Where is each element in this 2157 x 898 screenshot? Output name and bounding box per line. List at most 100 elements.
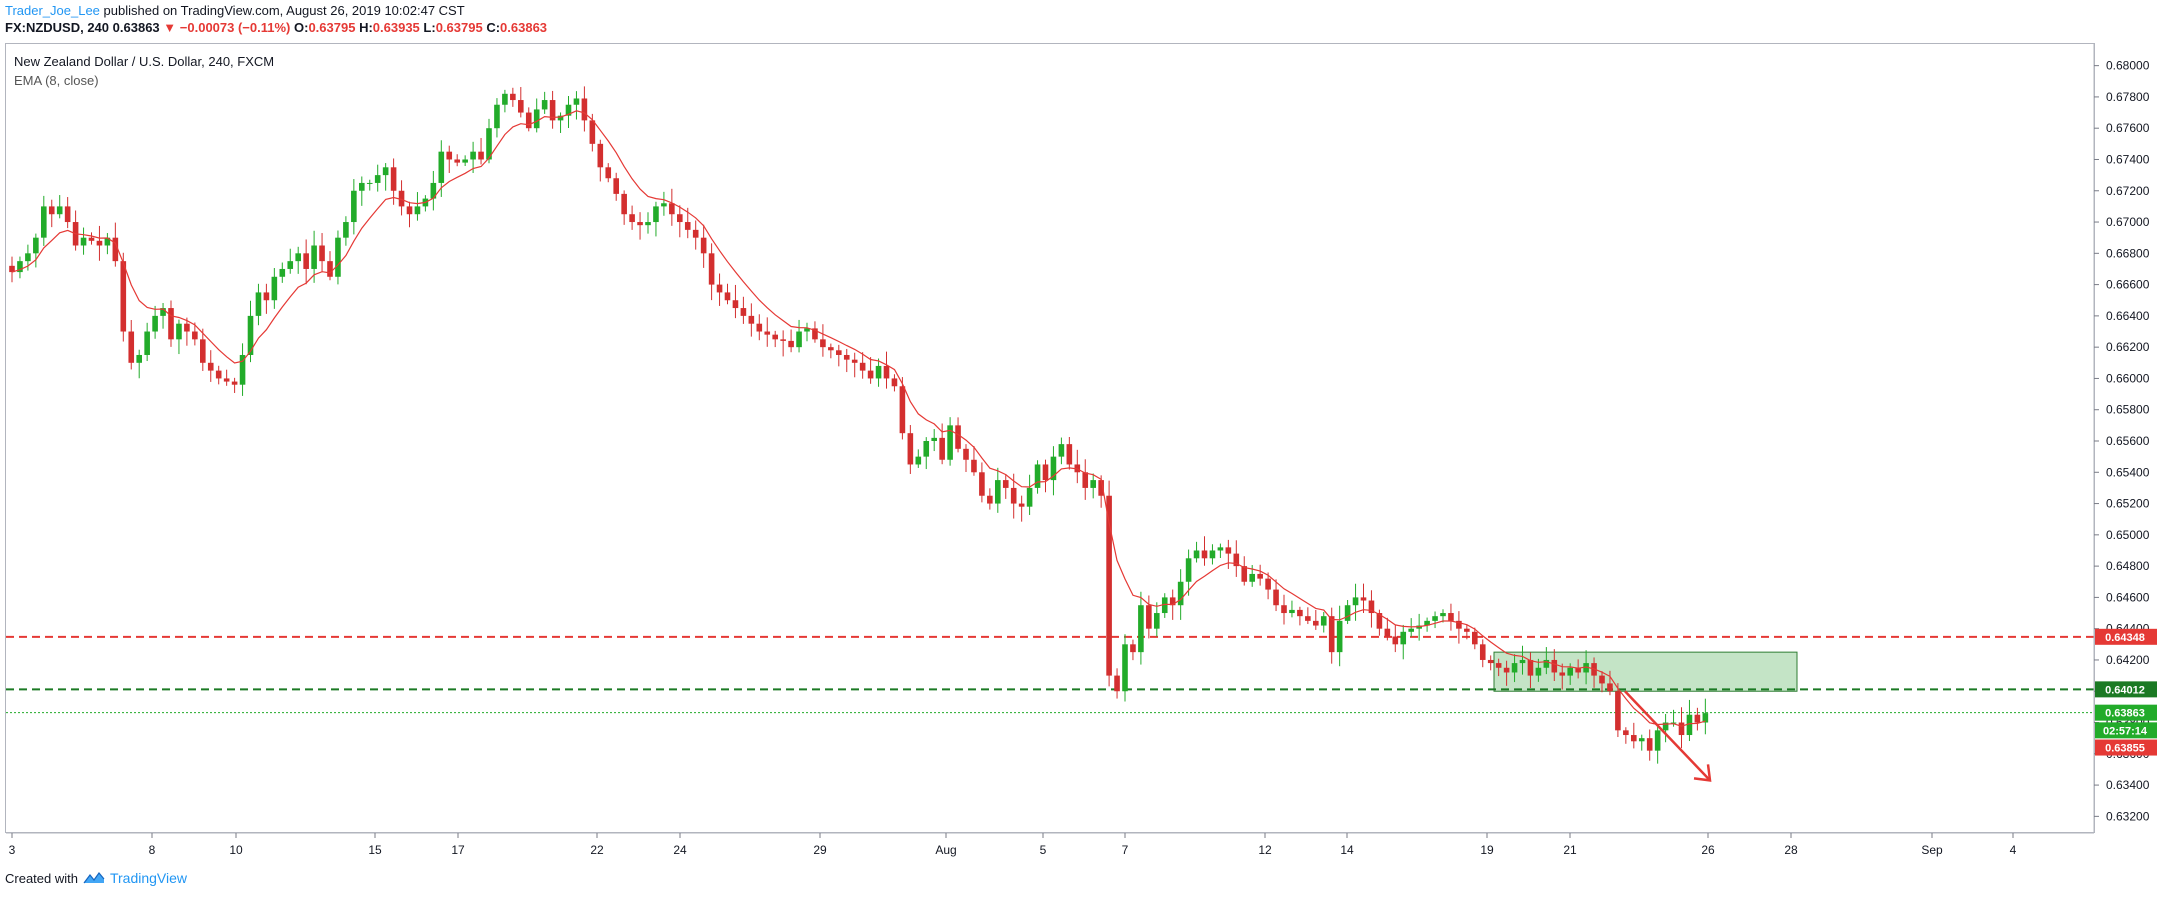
tradingview-brand[interactable]: TradingView: [109, 870, 188, 886]
candle-body: [995, 480, 1001, 504]
candle-body: [637, 222, 643, 226]
candle-body: [804, 328, 810, 332]
candle-body: [1328, 616, 1335, 653]
last-price: 0.63863: [112, 20, 160, 35]
candle-body: [1464, 628, 1470, 632]
candle-body: [1511, 663, 1518, 673]
candle-body: [478, 151, 484, 160]
candle-body: [677, 214, 683, 223]
candle-body: [1066, 444, 1073, 465]
candle-body: [740, 308, 747, 316]
candle-body: [1114, 675, 1120, 692]
candle-body: [899, 386, 906, 434]
x-tick-label: 28: [1784, 843, 1798, 857]
candle-body: [661, 203, 667, 207]
footer: Created with TradingView: [5, 870, 187, 886]
high-value: 0.63935: [372, 20, 420, 35]
candle-body: [239, 354, 246, 385]
down-arrow-icon: ▼: [163, 20, 177, 35]
candle-body: [653, 206, 659, 223]
x-tick-label: Aug: [935, 843, 956, 857]
ticker-line: FX:NZDUSD, 240 0.63863 ▼ −0.00073 (−0.11…: [5, 20, 547, 35]
instrument-title: New Zealand Dollar / U.S. Dollar, 240, F…: [14, 54, 275, 69]
candle-body: [454, 159, 460, 163]
candle-body: [1352, 597, 1359, 606]
candle-body: [1018, 503, 1025, 507]
close-value: 0.63863: [500, 20, 548, 35]
candle-body: [1146, 605, 1152, 629]
candle-body: [1678, 722, 1685, 736]
candle-body: [1535, 667, 1542, 676]
candle-body: [1702, 713, 1709, 723]
candle-body: [168, 308, 174, 340]
candle-body: [1440, 613, 1446, 617]
candle-body: [1559, 672, 1566, 676]
candle-body: [311, 245, 317, 269]
candle-body: [684, 222, 691, 230]
candle-body: [708, 253, 715, 285]
candle-body: [1432, 616, 1438, 621]
price-tag-label: 0.63863: [2105, 708, 2145, 720]
candle-body: [200, 339, 206, 363]
candle-body: [1026, 487, 1033, 507]
candle-body: [828, 347, 834, 351]
candle-body: [692, 229, 699, 238]
created-with-label: Created with: [5, 870, 78, 886]
candle-body: [1305, 616, 1311, 621]
candle-body: [207, 362, 214, 371]
candle-body: [414, 206, 421, 215]
candle-body: [319, 245, 325, 262]
candle-body: [1281, 605, 1287, 614]
candle-body: [621, 193, 627, 215]
y-tick-label: 0.65200: [2106, 497, 2150, 511]
x-tick-label: 14: [1340, 843, 1354, 857]
author-link[interactable]: Trader_Joe_Lee: [5, 3, 100, 18]
candle-body: [1646, 738, 1653, 751]
candle-body: [80, 237, 87, 246]
candle-body: [1631, 735, 1637, 742]
candle-body: [1336, 620, 1343, 653]
candle-body: [1297, 609, 1303, 617]
candle-body: [1686, 714, 1693, 736]
y-tick-label: 0.65400: [2106, 465, 2150, 479]
candle-body: [1169, 597, 1176, 606]
candle-body: [820, 339, 826, 348]
candle-body: [215, 370, 222, 379]
low-value: 0.63795: [435, 20, 483, 35]
candle-body: [1193, 550, 1200, 559]
candle-body: [971, 459, 977, 473]
candle-body: [287, 261, 294, 269]
indicator-label: EMA (8, close): [14, 73, 99, 88]
candle-body: [1257, 573, 1263, 579]
candle-body: [772, 334, 778, 340]
candle-body: [1138, 605, 1144, 653]
candle-body: [25, 253, 31, 262]
candle-body: [136, 354, 142, 363]
candle-body: [494, 104, 500, 129]
candle-body: [788, 340, 794, 348]
candle-body: [144, 331, 150, 355]
candle-body: [398, 190, 405, 207]
candle-body: [1479, 644, 1486, 660]
price-tag-bg: [2095, 681, 2157, 698]
candle-body: [1185, 558, 1192, 582]
candle-body: [518, 100, 524, 113]
symbol-label: FX:NZDUSD, 240: [5, 20, 110, 35]
y-tick-label: 0.67400: [2106, 152, 2150, 166]
price-tag-bg: [2095, 628, 2157, 645]
candle-body: [1320, 616, 1327, 626]
candle-body: [1249, 573, 1255, 582]
candle-body: [1050, 456, 1057, 481]
candle-body: [1487, 659, 1494, 664]
candle-body: [851, 359, 858, 363]
candle-body: [48, 206, 55, 215]
candle-body: [1607, 683, 1613, 692]
price-tag-bg: [2095, 739, 2157, 756]
candle-body: [263, 292, 270, 301]
y-tick-label: 0.66800: [2106, 246, 2150, 260]
x-tick-label: 24: [673, 843, 687, 857]
candle-body: [581, 98, 588, 121]
publish-header: Trader_Joe_Lee published on TradingView.…: [5, 2, 465, 19]
zone-box: [1493, 651, 1798, 692]
